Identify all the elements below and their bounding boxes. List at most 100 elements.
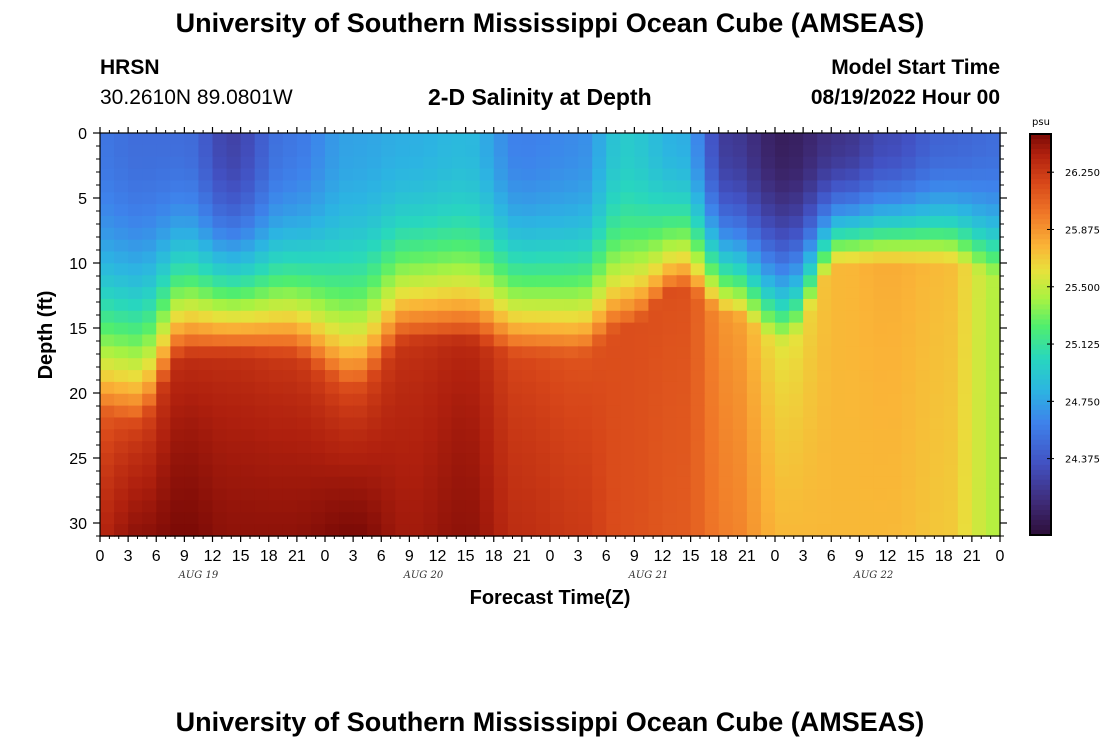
heatmap-cell <box>859 263 875 276</box>
heatmap-cell <box>915 204 931 217</box>
heatmap-cell <box>915 512 931 525</box>
heatmap-cell <box>957 381 973 395</box>
heatmap-cell <box>592 180 607 193</box>
heatmap-cell <box>493 524 509 537</box>
heatmap-cell <box>760 370 776 383</box>
heatmap-cell <box>732 168 748 182</box>
heatmap-cell <box>507 192 523 205</box>
heatmap-cell <box>128 275 143 288</box>
heatmap-cell <box>690 524 706 537</box>
heatmap-cell <box>606 488 622 502</box>
heatmap-cell <box>662 370 678 383</box>
heatmap-cell <box>128 464 143 478</box>
heatmap-cell <box>507 239 523 253</box>
heatmap-cell <box>493 500 509 513</box>
heatmap-cell <box>648 464 664 478</box>
heatmap-cell <box>775 500 790 513</box>
heatmap-cell <box>690 310 706 324</box>
colorbar-segment <box>1030 339 1051 346</box>
heatmap-cell <box>845 215 861 229</box>
heatmap-cell <box>353 133 368 146</box>
heatmap-cell <box>929 334 945 348</box>
heatmap-cell <box>268 227 284 241</box>
heatmap-cell <box>859 322 875 336</box>
heatmap-cell <box>760 263 776 276</box>
heatmap-cell <box>915 168 931 182</box>
heatmap-cell <box>381 488 397 502</box>
heatmap-cell <box>929 488 945 502</box>
heatmap-cell <box>775 453 790 466</box>
heatmap-cell <box>114 287 129 300</box>
heatmap-cell <box>985 429 1001 442</box>
heatmap-cell <box>634 370 650 383</box>
heatmap-cell <box>409 263 425 276</box>
heatmap-cell <box>535 393 551 407</box>
heatmap-cell <box>620 441 636 454</box>
heatmap-cell <box>690 156 706 170</box>
heatmap-cell <box>718 476 734 490</box>
heatmap-cell <box>985 227 1001 241</box>
heatmap-cell <box>128 227 143 241</box>
heatmap-cell <box>817 417 832 431</box>
heatmap-cell <box>943 204 959 217</box>
x-tick-label: 0 <box>771 548 780 565</box>
heatmap-cell <box>985 417 1001 431</box>
heatmap-cell <box>479 168 495 182</box>
heatmap-cell <box>240 156 256 170</box>
heatmap-cell <box>184 346 200 359</box>
heatmap-cell <box>718 144 734 158</box>
heatmap-cell <box>634 488 650 502</box>
colorbar-segment <box>1030 164 1051 170</box>
heatmap-cell <box>240 310 256 324</box>
heatmap-cell <box>493 144 509 158</box>
heatmap-cell <box>957 322 973 336</box>
heatmap-cell <box>648 524 664 537</box>
heatmap-cell <box>803 287 818 300</box>
heatmap-cell <box>409 215 425 229</box>
heatmap-cell <box>817 192 832 205</box>
heatmap-cell <box>845 133 861 146</box>
heatmap-cell <box>198 417 214 431</box>
y-tick-label: 25 <box>69 451 87 468</box>
heatmap-cell <box>887 263 903 276</box>
heatmap-cell <box>915 417 931 431</box>
heatmap-cell <box>704 453 720 466</box>
heatmap-cell <box>156 417 172 431</box>
heatmap-cell <box>184 334 200 348</box>
heatmap-cell <box>915 310 931 324</box>
heatmap-cell <box>493 358 509 371</box>
heatmap-cell <box>254 417 270 431</box>
heatmap-cell <box>156 192 172 205</box>
heatmap-cell <box>170 524 186 537</box>
heatmap-cell <box>226 512 242 525</box>
heatmap-cell <box>859 251 875 265</box>
heatmap-cell <box>564 429 579 442</box>
heatmap-cell <box>634 524 650 537</box>
heatmap-cell <box>268 275 284 288</box>
heatmap-cell <box>451 393 467 407</box>
heatmap-cell <box>296 192 312 205</box>
heatmap-cell <box>310 453 326 466</box>
heatmap-cell <box>254 275 270 288</box>
heatmap-cell <box>451 192 467 205</box>
heatmap-cell <box>831 393 847 407</box>
heatmap-cell <box>662 144 678 158</box>
colorbar-segment <box>1030 499 1051 506</box>
heatmap-cell <box>381 512 397 525</box>
heatmap-cell <box>100 512 115 525</box>
heatmap-cell <box>746 358 762 371</box>
heatmap-cell <box>634 310 650 324</box>
heatmap-cell <box>142 192 157 205</box>
heatmap-cell <box>198 168 214 182</box>
heatmap-cell <box>662 180 678 193</box>
heatmap-cell <box>690 133 706 146</box>
colorbar-segment <box>1030 364 1051 371</box>
heatmap-cell <box>409 133 425 146</box>
heatmap-cell <box>339 156 354 170</box>
heatmap-cell <box>521 322 537 336</box>
heatmap-cell <box>957 227 973 241</box>
heatmap-cell <box>845 310 861 324</box>
heatmap-cell <box>535 168 551 182</box>
heatmap-cell <box>718 322 734 336</box>
heatmap-cell <box>296 476 312 490</box>
